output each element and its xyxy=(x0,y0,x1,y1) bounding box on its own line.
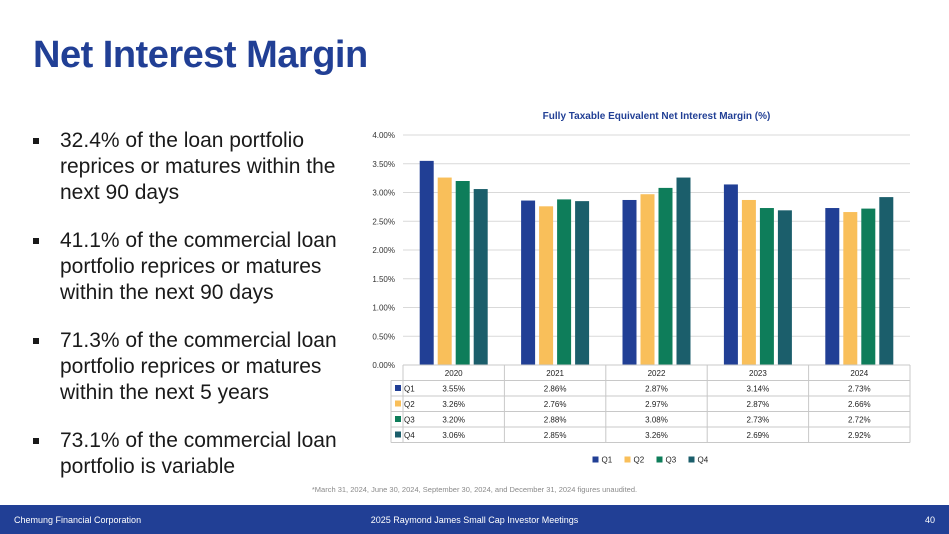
data-label: 3.06% xyxy=(442,431,465,440)
page-number: 40 xyxy=(924,515,935,525)
data-label: 2.72% xyxy=(848,416,871,425)
x-tick-label: 2020 xyxy=(445,369,463,378)
bar xyxy=(759,208,774,365)
y-tick-label: 0.50% xyxy=(372,332,395,341)
y-tick-label: 2.00% xyxy=(372,246,395,255)
bar xyxy=(419,160,434,365)
data-label: 2.92% xyxy=(848,431,871,440)
table-legend-key xyxy=(395,400,401,407)
legend-label: Q3 xyxy=(666,456,677,465)
table-legend-key xyxy=(395,431,401,438)
legend-label: Q1 xyxy=(602,456,613,465)
bullet-marker xyxy=(33,238,39,244)
bullet-item: 32.4% of the loan portfolio reprices or … xyxy=(30,128,360,206)
y-tick-label: 1.50% xyxy=(372,275,395,284)
legend-swatch xyxy=(592,456,599,463)
x-tick-label: 2023 xyxy=(749,369,767,378)
bar xyxy=(437,177,452,365)
data-label: 2.87% xyxy=(747,400,770,409)
bullet-text: 73.1% of the commercial loan portfolio i… xyxy=(60,429,337,478)
table-series-name: Q4 xyxy=(404,431,415,440)
bar xyxy=(575,201,590,365)
bullet-text: 41.1% of the commercial loan portfolio r… xyxy=(60,229,337,304)
data-label: 2.88% xyxy=(544,416,567,425)
table-series-name: Q1 xyxy=(404,385,415,394)
table-series-name: Q3 xyxy=(404,416,415,425)
legend-swatch xyxy=(688,456,695,463)
bullet-text: 32.4% of the loan portfolio reprices or … xyxy=(60,129,336,204)
x-tick-label: 2021 xyxy=(546,369,564,378)
legend-swatch xyxy=(624,456,631,463)
data-label: 3.26% xyxy=(645,431,668,440)
bullet-marker xyxy=(33,338,39,344)
data-label: 2.69% xyxy=(747,431,770,440)
table-legend-key xyxy=(395,385,401,391)
table-series-name: Q2 xyxy=(404,400,415,409)
table-legend-key xyxy=(395,416,401,422)
bar xyxy=(741,199,756,365)
bar xyxy=(723,184,738,365)
bar xyxy=(879,197,894,365)
bar xyxy=(640,194,655,365)
bullet-item: 41.1% of the commercial loan portfolio r… xyxy=(30,228,360,306)
bar xyxy=(843,212,858,365)
bullet-marker xyxy=(33,438,39,444)
y-tick-label: 2.50% xyxy=(372,217,395,226)
bar xyxy=(557,199,572,365)
nim-chart: Fully Taxable Equivalent Net Interest Ma… xyxy=(372,111,911,465)
bar xyxy=(539,206,554,365)
legend-label: Q2 xyxy=(634,456,645,465)
bar xyxy=(622,199,637,365)
data-label: 2.86% xyxy=(544,385,567,394)
data-label: 3.55% xyxy=(442,385,465,394)
bullet-list: 32.4% of the loan portfolio reprices or … xyxy=(30,128,360,502)
x-tick-label: 2024 xyxy=(850,369,868,378)
x-tick-label: 2022 xyxy=(648,369,666,378)
data-label: 3.26% xyxy=(442,400,465,409)
y-tick-label: 3.50% xyxy=(372,160,395,169)
y-tick-label: 0.00% xyxy=(372,361,395,370)
bar xyxy=(676,177,691,365)
y-tick-label: 3.00% xyxy=(372,189,395,198)
bullet-marker xyxy=(33,138,39,144)
bar xyxy=(521,200,536,365)
bar xyxy=(777,210,792,365)
bar xyxy=(658,187,673,365)
y-tick-label: 4.00% xyxy=(372,131,395,140)
footnote: *March 31, 2024, June 30, 2024, Septembe… xyxy=(311,485,638,494)
data-label: 2.73% xyxy=(848,385,871,394)
data-label: 2.87% xyxy=(645,385,668,394)
bar xyxy=(455,181,470,365)
data-label: 2.97% xyxy=(645,400,668,409)
data-label: 2.73% xyxy=(747,416,770,425)
bar xyxy=(473,189,488,365)
y-tick-label: 1.00% xyxy=(372,304,395,313)
footer-event: 2025 Raymond James Small Cap Investor Me… xyxy=(370,515,579,525)
data-label: 2.66% xyxy=(848,400,871,409)
footer-bar: Chemung Financial Corporation 2025 Raymo… xyxy=(0,505,949,534)
page-title: Net Interest Margin xyxy=(33,34,368,76)
data-label: 3.08% xyxy=(645,416,668,425)
legend-label: Q4 xyxy=(698,456,709,465)
bullet-item: 71.3% of the commercial loan portfolio r… xyxy=(30,328,360,406)
legend-swatch xyxy=(656,456,663,463)
bar xyxy=(861,208,876,365)
bullet-item: 73.1% of the commercial loan portfolio i… xyxy=(30,428,360,480)
data-label: 3.20% xyxy=(442,416,465,425)
footer-company: Chemung Financial Corporation xyxy=(14,515,142,525)
bullet-text: 71.3% of the commercial loan portfolio r… xyxy=(60,329,337,404)
data-label: 3.14% xyxy=(747,385,770,394)
chart-title: Fully Taxable Equivalent Net Interest Ma… xyxy=(543,111,771,122)
bar xyxy=(825,208,840,365)
data-label: 2.76% xyxy=(544,400,567,409)
data-label: 2.85% xyxy=(544,431,567,440)
